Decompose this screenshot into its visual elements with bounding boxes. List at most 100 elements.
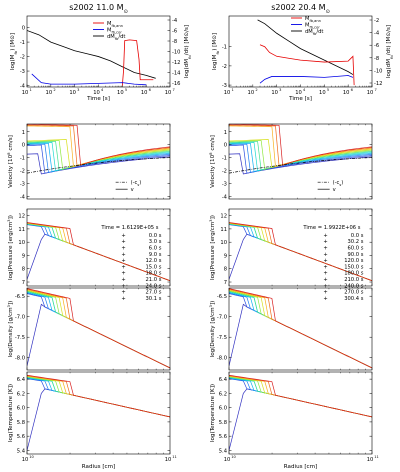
series-line-3 [27, 377, 170, 418]
snapshot-time-label: + [121, 271, 125, 277]
plot-frame [228, 208, 373, 287]
y-tick-label: 10 [18, 240, 25, 246]
snapshot-time-value: 6.0 s [149, 245, 162, 251]
chart-title: s2002 20.4 M⊙ [271, 3, 330, 15]
snapshot-time-label: + [323, 252, 327, 258]
series-line-5 [27, 141, 170, 171]
snapshot-time-label: + [323, 233, 327, 239]
snapshot-time-value: 180.0 s [344, 271, 363, 277]
y-tick-label: -3 [222, 181, 227, 187]
series-line-0 [27, 388, 170, 451]
y2-tick-label: -4 [172, 18, 178, 24]
snapshot-time-label: + [323, 245, 327, 251]
series-line-1 [27, 378, 170, 418]
y-tick-label: 5.8 [17, 420, 25, 426]
y-axis-label: Velocity [108 cm/s] [6, 135, 15, 188]
x-tick-label: 10 [46, 90, 53, 96]
y-tick-label: -2 [222, 64, 227, 70]
snapshot-time-value: 0.0 s [351, 233, 364, 239]
snapshot-time-value: 210.0 s [344, 277, 363, 283]
y-tick-label: -2 [222, 169, 227, 175]
y-axis-label: log(Mfb) [M⊙] [10, 33, 18, 70]
series-line-10 [27, 374, 170, 418]
x-tick-label: 10 [165, 90, 172, 96]
y-tick-label: 6.0 [219, 406, 227, 412]
series-line-10 [27, 222, 170, 282]
y-tick-label: 9 [224, 253, 227, 259]
x-tick-label: 10 [69, 90, 76, 96]
time-label: Time = 1.6129E+05 s [100, 225, 158, 231]
x-tick-exp: 1 [30, 88, 32, 92]
y-tick-label: 12 [220, 214, 227, 220]
snapshot-time-value: 18.0 s [146, 271, 162, 277]
y-tick-label: 0 [224, 143, 227, 149]
series-dMdt-line [257, 19, 354, 75]
snapshot-time-value: 12.0 s [146, 258, 162, 264]
y-tick-label: -6.5 [217, 294, 227, 300]
y-tick-label: -1 [222, 156, 227, 162]
series-line-6 [27, 290, 170, 369]
series-line-2 [229, 378, 372, 418]
series-line-2 [229, 143, 372, 173]
plot-frame [26, 123, 171, 200]
y2-tick-label: -10 [172, 50, 180, 56]
y-tick-label: 1 [224, 130, 227, 136]
y-tick-label: -1 [222, 45, 227, 51]
series-line-0 [27, 303, 170, 369]
x-tick-label: 10 [93, 90, 100, 96]
y-axis-label: log(Mfb) [M⊙] [212, 33, 220, 70]
snapshot-time-label: + [121, 252, 125, 258]
series-line-10 [229, 288, 372, 369]
series-M-ann-line [121, 39, 154, 86]
x-tick-exp: 1 [232, 88, 234, 92]
series-line-3 [27, 292, 170, 369]
x-tick-label: 10 [141, 90, 148, 96]
snapshot-time-value: 60.0 s [348, 245, 364, 251]
series-M-cor-line [31, 73, 147, 86]
series-line-5 [27, 376, 170, 418]
chart-title: s2002 11.0 M⊙ [69, 3, 128, 15]
plot-frame [26, 371, 171, 455]
y2-tick-label: -14 [172, 71, 181, 77]
x-axis-label: Radius [cm] [82, 464, 115, 470]
series-line-3 [229, 292, 372, 369]
y-tick-label: -3 [20, 181, 25, 187]
snapshot-time-value: 300.4 s [344, 296, 363, 302]
snapshot-time-label: + [121, 264, 125, 270]
series-line-4 [229, 377, 372, 418]
y-tick-label: -1 [20, 40, 25, 46]
snapshot-time-value: 120.0 s [344, 258, 363, 264]
legend-label: dMfb/dt [107, 34, 125, 41]
x-tick-label: 10 [248, 90, 255, 96]
series-line-8 [229, 375, 372, 418]
series-line-0 [229, 303, 372, 369]
series-line-7 [229, 289, 372, 369]
x-tick-exp: 2 [53, 88, 55, 92]
y2-tick-label: -8 [172, 39, 177, 45]
snapshot-time-value: 21.0 s [146, 277, 162, 283]
pres-panel: Time = 1.9922E+06 s + 0.0 s + 30.2 s + 60.0 s +… [220, 208, 373, 302]
y-tick-label: 10 [220, 240, 227, 246]
time-label: Time = 1.9922E+06 s [302, 225, 360, 231]
y-tick-label: -7.0 [15, 315, 25, 321]
y-tick-label: -7.5 [15, 335, 25, 341]
series-line-3 [229, 377, 372, 418]
series-line-2 [27, 292, 170, 369]
y-tick-label: 12 [18, 214, 25, 220]
y-tick-label: 11 [18, 227, 25, 233]
x-tick-exp: 6 [149, 88, 152, 92]
y-tick-label: 5.6 [219, 434, 227, 440]
series-line-4 [27, 291, 170, 369]
y-tick-label: 9 [22, 253, 25, 259]
y-tick-label: 5.8 [219, 420, 227, 426]
y2-tick-label: -16 [172, 81, 180, 87]
y-tick-label: -8.0 [15, 356, 25, 362]
y-tick-label: 6.4 [219, 377, 228, 383]
legend-label: Mfb,ann [305, 16, 321, 23]
vel-panel: (-cs)v 1 0 -1 -2 -3 -4 [20, 123, 171, 200]
plot-frame [228, 123, 373, 200]
y-tick-label: 0 [22, 143, 25, 149]
y-axis-label: log(Pressure [erg/cm3]) [208, 215, 217, 280]
y-tick-label: -7.5 [217, 335, 227, 341]
